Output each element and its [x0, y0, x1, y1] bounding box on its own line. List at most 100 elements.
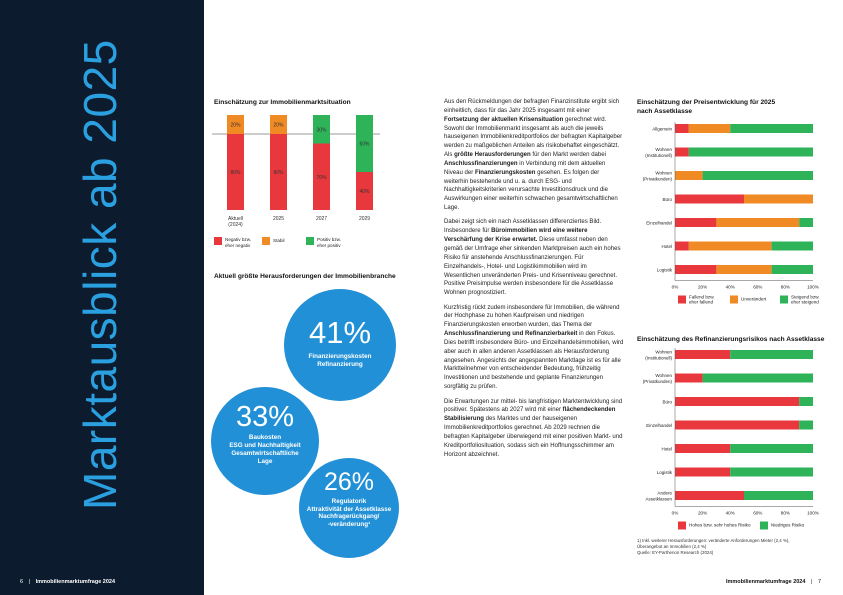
- chart1-data-label: 20%: [273, 123, 284, 129]
- chart2-bar-2-0: [730, 124, 813, 133]
- chart2-title: Einschätzung der Preisentwicklung für 20…: [637, 98, 775, 116]
- market-situation-chart: 80% 20% Aktuell(2024) 80% 20% 2025 70% 30% 2027 4…: [212, 115, 380, 228]
- chart2-bar-2-6: [771, 265, 813, 274]
- chart3-bar-0-4: [675, 444, 731, 453]
- chart3-legend-swatch: [678, 521, 686, 530]
- challenge-circle-1: 41% Finanzierungskosten Refinanzierung: [284, 289, 396, 401]
- chart3-bar-0-2: [675, 397, 800, 406]
- p4-text-c: des Marktes und der hauseigenen Immobili…: [444, 416, 623, 458]
- chart2-title-line-1: Einschätzung der Preisentwicklung für 20…: [637, 99, 776, 106]
- chart1-category-label: 2027: [316, 216, 327, 222]
- p3-text-a: Kurzfristig rückt zudem insbesondere für…: [444, 304, 620, 329]
- chart2-bar-1-6: [716, 265, 772, 274]
- chart2-bar-1-0: [688, 124, 731, 133]
- chart3-tick-label: 100%: [807, 511, 819, 516]
- chart3-category-label: Hotel: [661, 447, 672, 452]
- footer-left-title: Immobilienmarktumfrage 2024: [35, 579, 116, 585]
- chart1-category-label: Aktuell: [228, 216, 243, 222]
- p1-bold-d: größte Herausforderungen: [454, 152, 531, 159]
- chart2-bar-1-2: [675, 171, 703, 180]
- chart3-tick-label: 20%: [698, 511, 707, 516]
- chart1-bar-0-3: [356, 172, 373, 210]
- footer-right: Immobilienmarktumfrage 2024 | 7: [725, 579, 821, 585]
- paragraph-4: Die Erwartungen zur mittel- bis langfris…: [444, 398, 624, 460]
- chart2-bar-1-4: [716, 218, 800, 227]
- chart2-bar-1-3: [744, 194, 813, 204]
- paragraph-1: Aus den Rückmeldungen der befragten Fina…: [444, 98, 624, 213]
- p3-text-c: in den Fokus. Dies betrifft insbesondere…: [444, 331, 624, 391]
- chart2-legend-label: Steigend bzw.: [791, 295, 820, 300]
- chart2-tick-label: 100%: [807, 285, 819, 290]
- paragraph-3: Kurzfristig rückt zudem insbesondere für…: [444, 304, 624, 392]
- chart3-category-label: Einzelhandel: [646, 423, 672, 428]
- chart3-category-label: (Privatkunden): [643, 379, 673, 384]
- chart3-legend-label: Niedriges Risiko: [771, 523, 805, 528]
- chart3-title: Einschätzung des Refinanzierungsrisikos …: [637, 336, 825, 343]
- chart2-legend-label: eher fallend: [689, 300, 713, 305]
- chart3-bar-1-5: [730, 467, 813, 477]
- chart1-data-label: 20%: [230, 123, 241, 129]
- chart2-legend-label: Unverändert: [741, 297, 767, 302]
- chart3-category-label: Andere: [657, 491, 672, 496]
- chart1-data-label: 40%: [359, 189, 370, 195]
- chart1-bar-2-3: [356, 115, 373, 172]
- chart3-bar-0-6: [675, 491, 744, 500]
- p1-bold-b: Fortsetzung der aktuellen Krisensituatio…: [444, 116, 564, 123]
- p2-bold-b: Büroimmobilien wird eine weitere Verschä…: [444, 228, 588, 244]
- chart2-tick-label: 40%: [726, 285, 735, 290]
- chart1-category-label: 2029: [359, 216, 370, 222]
- chart1-bar-0-1: [270, 134, 287, 210]
- chart2-bar-0-0: [675, 124, 689, 133]
- chart2-legend-swatch: [730, 295, 738, 304]
- chart1-bar-1-1: [270, 115, 287, 134]
- chart2-category-label: Hotel: [661, 244, 672, 249]
- chart1-category-label: (2024): [228, 222, 243, 228]
- chart2-legend-label: eher steigend: [791, 300, 819, 305]
- chart1-data-label: 80%: [230, 170, 241, 176]
- challenge-1-label-1: Finanzierungskosten: [308, 353, 372, 360]
- chart2-bar-0-3: [675, 194, 744, 204]
- challenge-1-label-2: Refinanzierung: [317, 361, 363, 368]
- chart2-bar-2-1: [688, 147, 813, 157]
- p2-text-a: Dabei zeigt sich ein nach Assetklassen d…: [444, 219, 602, 235]
- challenge-circle-2: 33% Baukosten ESG und Nachhaltigkeit Ges…: [211, 387, 319, 495]
- footer-left: 6 | Immobilienmarktumfrage 2024: [20, 579, 116, 585]
- refinancing-risk-chart: Wohnen(Institutionell)Wohnen(Privatkunde…: [643, 348, 819, 530]
- vertical-page-title: Marktausblick ab 2025: [74, 39, 126, 510]
- chart3-tick-label: 60%: [753, 511, 762, 516]
- chart2-bar-0-4: [675, 218, 717, 227]
- chart2-category-label: (Privatkunden): [643, 176, 673, 181]
- chart2-bar-2-5: [771, 241, 813, 251]
- chart3-category-label: Büro: [662, 400, 672, 405]
- chart1-data-label: 60%: [359, 142, 370, 148]
- challenge-3-percent: 26%: [323, 468, 375, 496]
- legend-swatch-red: [214, 237, 222, 245]
- chart3-category-label: (Institutionell): [645, 355, 672, 360]
- legend-line: Positiv bzw.: [317, 237, 341, 242]
- chart1-data-label: 30%: [316, 127, 327, 133]
- chart3-bar-1-2: [799, 397, 813, 406]
- chart2-category-label: Einzelhandel: [646, 221, 672, 226]
- legend-line: eher negativ: [225, 242, 251, 248]
- p2-text-c: Diese umfasst neben den gemäß der Umfrag…: [444, 237, 621, 297]
- body-text: Aus den Rückmeldungen der befragten Fina…: [444, 98, 624, 465]
- chart3-category-label: Assetklassen: [645, 496, 672, 501]
- legend-swatch-green: [306, 237, 314, 245]
- challenge-2-label-2: ESG und Nachhaltigkeit: [229, 442, 301, 449]
- page-number-left: 6: [20, 579, 24, 585]
- chart2-category-label: Wohnen: [655, 147, 672, 152]
- chart1-bar-0-0: [227, 134, 244, 210]
- chart3-tick-label: 40%: [726, 511, 735, 516]
- chart3-category-label: Logistik: [657, 470, 673, 475]
- challenge-3-label-1: Regulatorik: [331, 498, 367, 505]
- legend-line: eher positiv: [317, 242, 341, 248]
- chart3-legend-label: Hohes bzw. sehr hohes Risiko: [689, 523, 751, 528]
- chart3-bar-0-1: [675, 373, 703, 383]
- chart3-legend-swatch: [760, 521, 768, 530]
- page-number-right: 7: [817, 579, 821, 585]
- chart1-title: Einschätzung zur Immobilienmarktsituatio…: [214, 99, 351, 106]
- footnote-source: Quelle: EY-Parthenon Research (2024): [637, 550, 714, 555]
- footer-right-title: Immobilienmarktumfrage 2024: [725, 579, 806, 585]
- chart2-title-line-2: nach Assetklasse: [637, 108, 693, 115]
- chart3-bar-0-0: [675, 350, 731, 359]
